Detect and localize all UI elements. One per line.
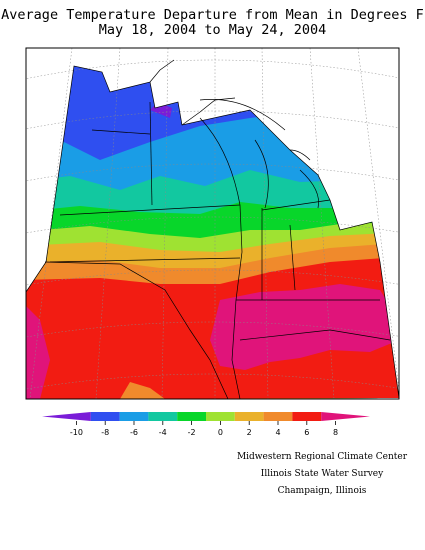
lat-lon-grid bbox=[26, 48, 399, 399]
legend-tick-label: 8 bbox=[333, 428, 338, 437]
legend-swatch bbox=[119, 412, 149, 421]
legend-tick-label: 2 bbox=[247, 428, 252, 437]
state-boundaries bbox=[26, 59, 399, 399]
legend-swatch bbox=[321, 412, 370, 421]
legend-swatch bbox=[42, 412, 91, 421]
credit-center: Midwestern Regional Climate Center bbox=[236, 452, 408, 462]
legend-swatch bbox=[292, 412, 322, 421]
legend-swatch bbox=[148, 412, 178, 421]
legend-swatch bbox=[234, 412, 264, 421]
map-frame bbox=[25, 47, 400, 400]
legend-tick-label: -10 bbox=[70, 428, 83, 437]
legend-swatch bbox=[263, 412, 293, 421]
map-date-range: May 18, 2004 to May 24, 2004 bbox=[98, 22, 327, 38]
legend-tick-label: -8 bbox=[101, 428, 109, 437]
legend-swatch bbox=[206, 412, 235, 421]
credit-survey: Illinois State Water Survey bbox=[260, 469, 384, 479]
legend-tick-label: 4 bbox=[275, 428, 280, 437]
legend-tick-label: -2 bbox=[188, 428, 196, 437]
legend-tick-label: 6 bbox=[304, 428, 309, 437]
legend-tick-label: 0 bbox=[218, 428, 223, 437]
legend-swatch bbox=[90, 412, 120, 421]
legend-tick-label: -6 bbox=[130, 428, 138, 437]
map-title: Average Temperature Departure from Mean … bbox=[1, 7, 424, 23]
credit-location: Champaign, Illinois bbox=[277, 486, 367, 496]
legend-tick-label: -4 bbox=[159, 428, 167, 437]
legend-swatch bbox=[177, 412, 206, 421]
